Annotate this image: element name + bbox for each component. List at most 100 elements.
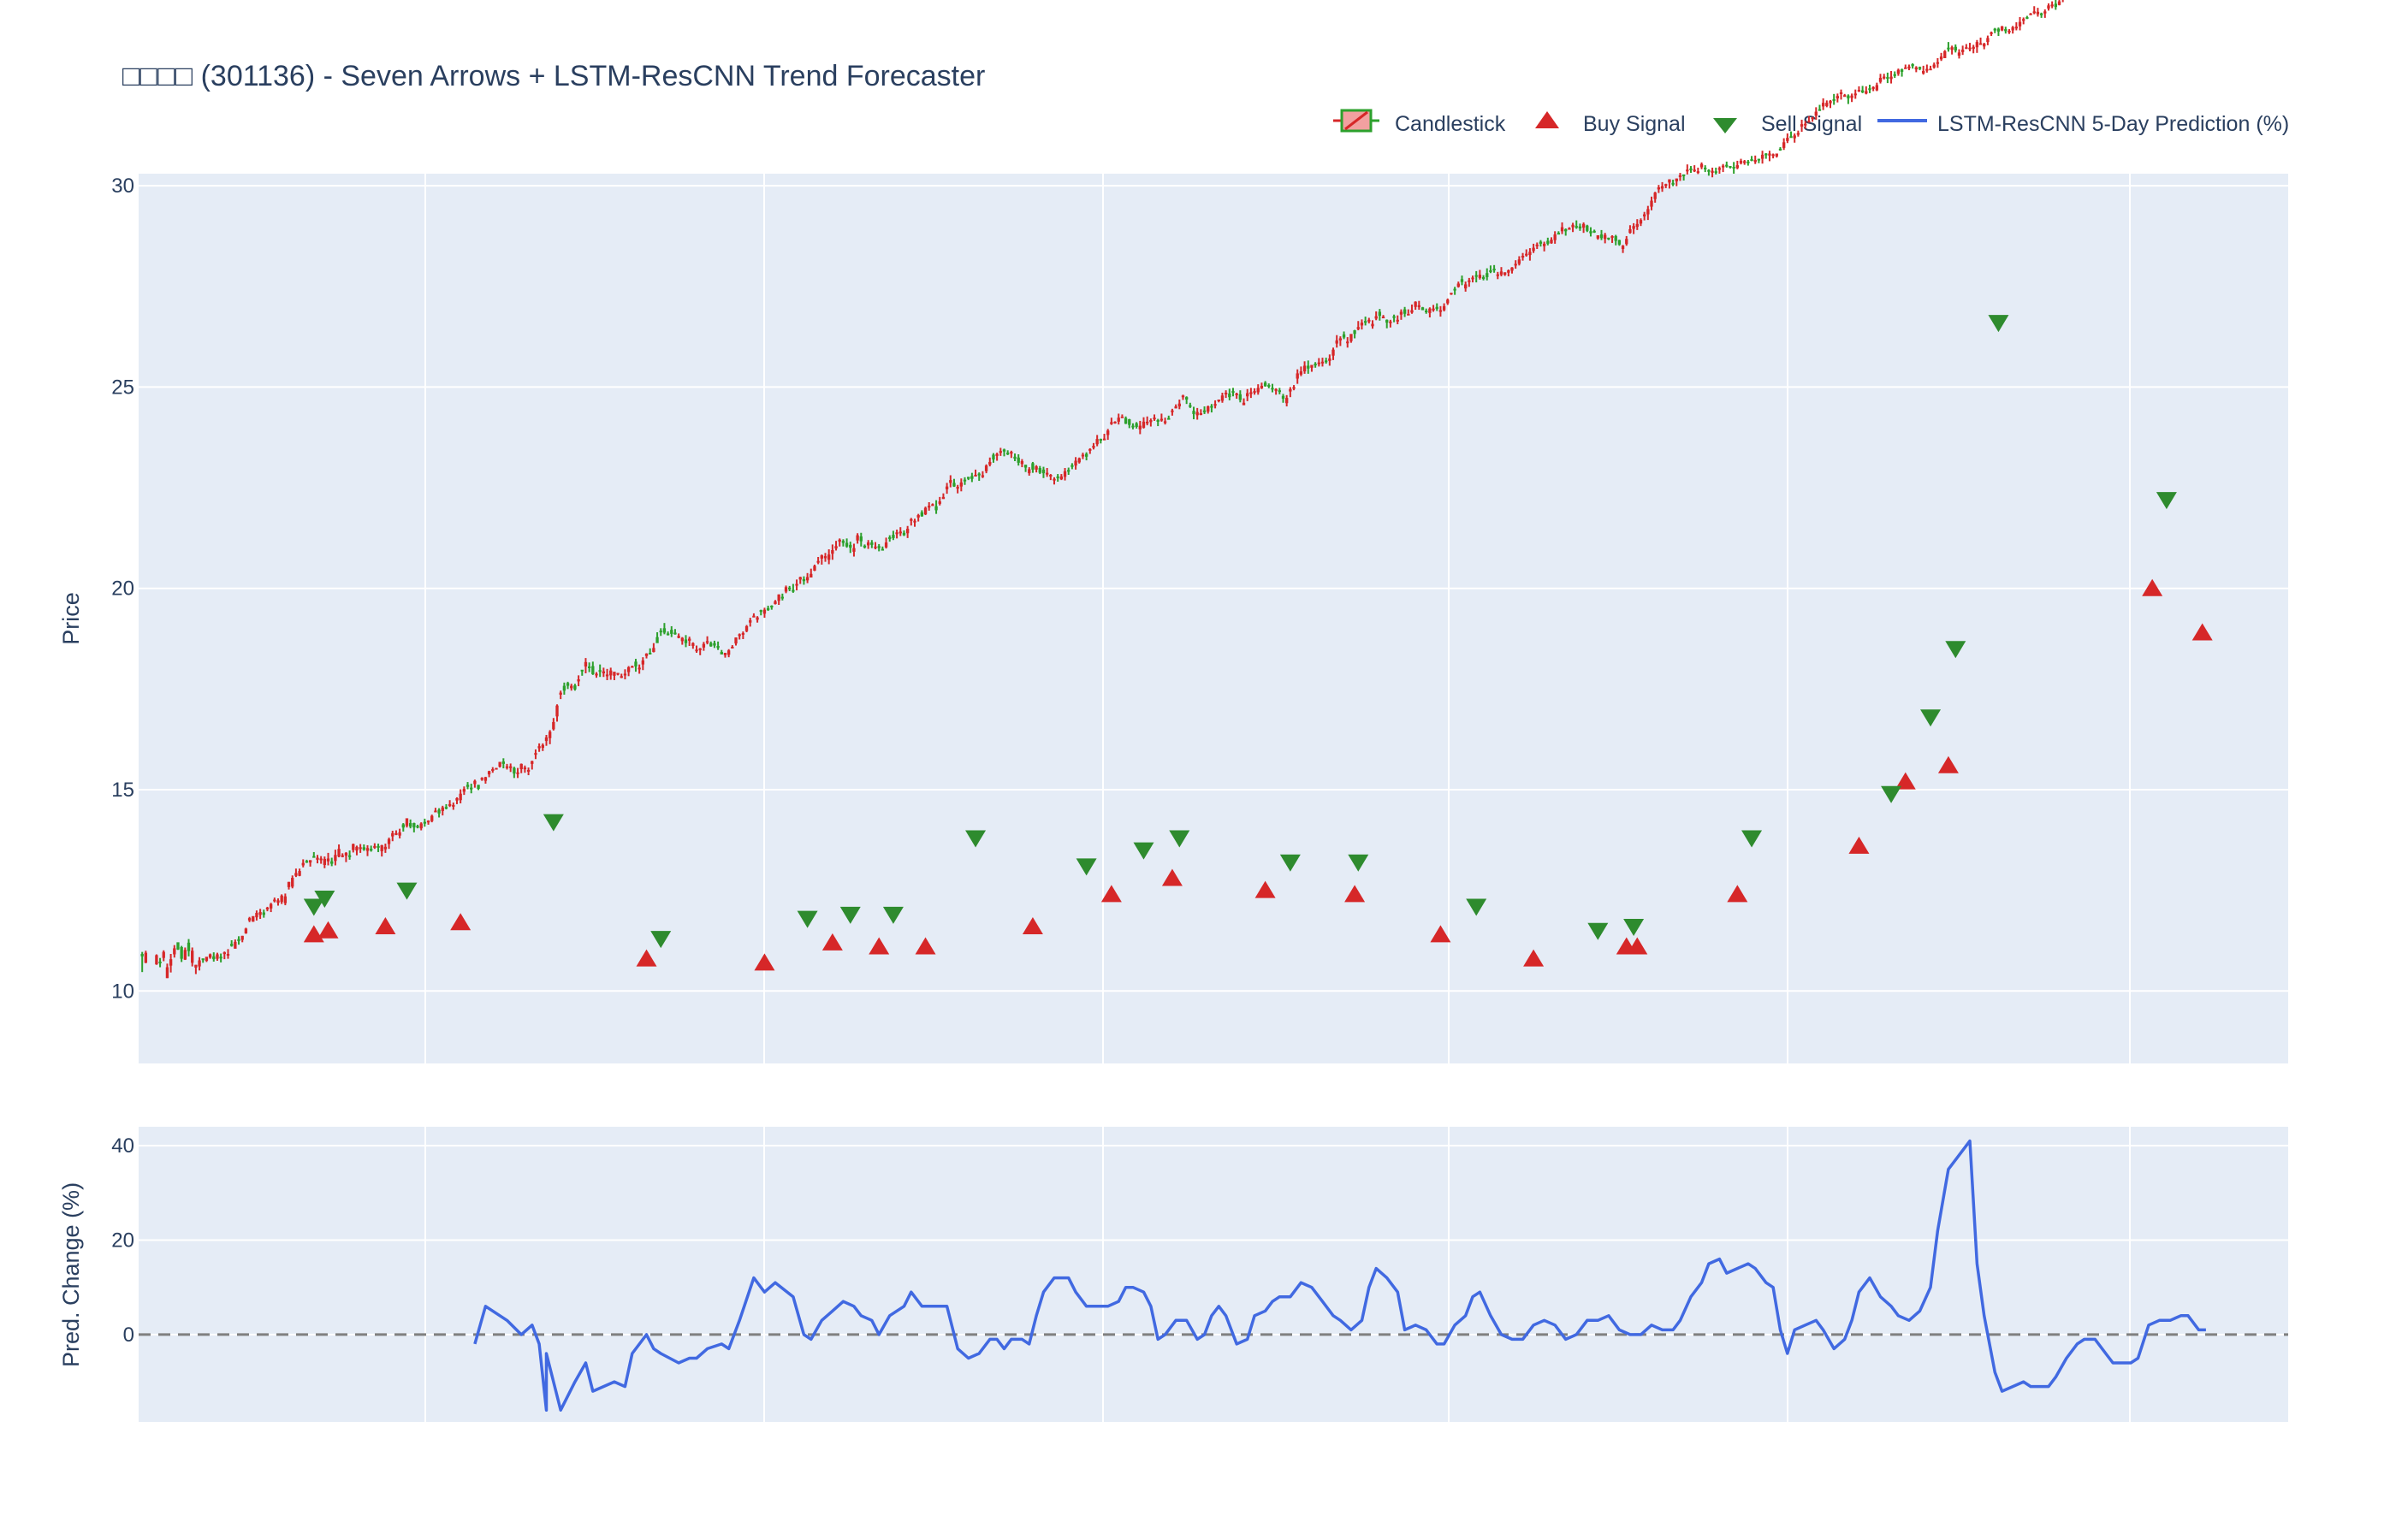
- candle[interactable]: [1371, 320, 1374, 329]
- candle[interactable]: [1735, 160, 1739, 169]
- candle[interactable]: [1177, 400, 1181, 410]
- candle[interactable]: [1968, 43, 1972, 51]
- candle[interactable]: [1532, 243, 1535, 253]
- candle[interactable]: [1070, 463, 1074, 470]
- candle[interactable]: [1159, 413, 1164, 422]
- candle[interactable]: [541, 743, 544, 751]
- candle[interactable]: [1839, 89, 1843, 100]
- candle[interactable]: [956, 484, 959, 494]
- candle[interactable]: [1407, 309, 1410, 316]
- candle[interactable]: [501, 758, 506, 769]
- candle[interactable]: [1192, 406, 1195, 420]
- candle[interactable]: [391, 831, 394, 842]
- candle[interactable]: [1171, 408, 1174, 416]
- candle[interactable]: [1586, 224, 1589, 233]
- candle[interactable]: [738, 633, 741, 640]
- candle[interactable]: [1399, 309, 1403, 320]
- candle[interactable]: [662, 623, 667, 635]
- candle[interactable]: [1499, 267, 1503, 276]
- candle[interactable]: [720, 649, 723, 654]
- candle[interactable]: [587, 662, 591, 672]
- candle[interactable]: [208, 953, 212, 959]
- candle[interactable]: [1539, 240, 1543, 247]
- candle[interactable]: [1904, 64, 1907, 69]
- candle[interactable]: [1414, 301, 1417, 311]
- candle[interactable]: [1267, 383, 1271, 388]
- candle[interactable]: [1907, 64, 1911, 71]
- candle[interactable]: [258, 909, 262, 920]
- candle[interactable]: [1425, 308, 1428, 314]
- candlestick-series[interactable]: [140, 0, 2251, 979]
- candle[interactable]: [466, 782, 470, 790]
- candle[interactable]: [1242, 398, 1246, 406]
- candle[interactable]: [140, 951, 144, 973]
- candle[interactable]: [1153, 414, 1156, 421]
- candle[interactable]: [1496, 271, 1499, 280]
- candle[interactable]: [1836, 93, 1840, 103]
- candle[interactable]: [1660, 181, 1664, 192]
- candle[interactable]: [945, 483, 949, 495]
- candle[interactable]: [981, 471, 985, 478]
- buy-signal-marker[interactable]: [1430, 925, 1451, 943]
- sell-signal-marker[interactable]: [797, 910, 818, 928]
- candle[interactable]: [770, 605, 774, 610]
- candle[interactable]: [999, 447, 1002, 456]
- candle[interactable]: [2043, 9, 2047, 18]
- candle[interactable]: [531, 761, 534, 770]
- candle[interactable]: [1246, 388, 1249, 401]
- candle[interactable]: [437, 808, 441, 818]
- candle[interactable]: [1714, 167, 1717, 175]
- candle[interactable]: [312, 851, 316, 858]
- candle[interactable]: [584, 658, 588, 673]
- candle[interactable]: [1671, 180, 1675, 187]
- candle[interactable]: [934, 500, 938, 514]
- candle[interactable]: [244, 927, 248, 934]
- candle[interactable]: [838, 538, 841, 547]
- candle[interactable]: [1947, 42, 1950, 52]
- candle[interactable]: [473, 779, 477, 788]
- candle[interactable]: [1811, 116, 1814, 122]
- candle[interactable]: [1353, 329, 1356, 339]
- candle[interactable]: [412, 822, 416, 832]
- candle[interactable]: [591, 661, 595, 675]
- candle[interactable]: [913, 518, 916, 527]
- candle[interactable]: [1635, 219, 1639, 230]
- candle[interactable]: [165, 963, 169, 979]
- candle[interactable]: [1299, 366, 1303, 376]
- candle[interactable]: [1507, 270, 1510, 276]
- sell-signal-marker[interactable]: [1466, 898, 1487, 916]
- candle[interactable]: [938, 496, 941, 506]
- candle[interactable]: [666, 631, 670, 636]
- candle[interactable]: [362, 844, 365, 851]
- candle[interactable]: [1978, 37, 1983, 45]
- candle[interactable]: [1865, 86, 1868, 95]
- candle[interactable]: [255, 910, 258, 921]
- candle[interactable]: [634, 659, 638, 672]
- candle[interactable]: [774, 600, 777, 605]
- candle[interactable]: [1099, 438, 1103, 444]
- candle[interactable]: [1059, 474, 1064, 481]
- sell-signal-marker[interactable]: [396, 882, 418, 900]
- sell-signal-marker[interactable]: [1988, 315, 2009, 333]
- candle[interactable]: [1102, 434, 1106, 441]
- candle[interactable]: [226, 949, 230, 959]
- candle[interactable]: [810, 568, 813, 578]
- buy-signal-marker[interactable]: [636, 949, 657, 967]
- buy-signal-marker[interactable]: [2191, 623, 2213, 641]
- candle[interactable]: [1553, 231, 1557, 244]
- candle[interactable]: [1138, 420, 1142, 435]
- candle[interactable]: [1818, 104, 1822, 111]
- candle[interactable]: [1381, 315, 1385, 319]
- candle[interactable]: [1739, 158, 1743, 165]
- candle[interactable]: [1521, 252, 1525, 261]
- candle[interactable]: [1045, 468, 1049, 477]
- candle[interactable]: [1717, 166, 1722, 174]
- candle[interactable]: [1356, 321, 1360, 331]
- candle[interactable]: [820, 554, 823, 565]
- candle[interactable]: [394, 830, 398, 836]
- candle[interactable]: [823, 553, 827, 562]
- candle[interactable]: [1868, 85, 1871, 93]
- candle[interactable]: [234, 939, 237, 949]
- candle[interactable]: [1317, 358, 1320, 367]
- candle[interactable]: [1360, 319, 1364, 330]
